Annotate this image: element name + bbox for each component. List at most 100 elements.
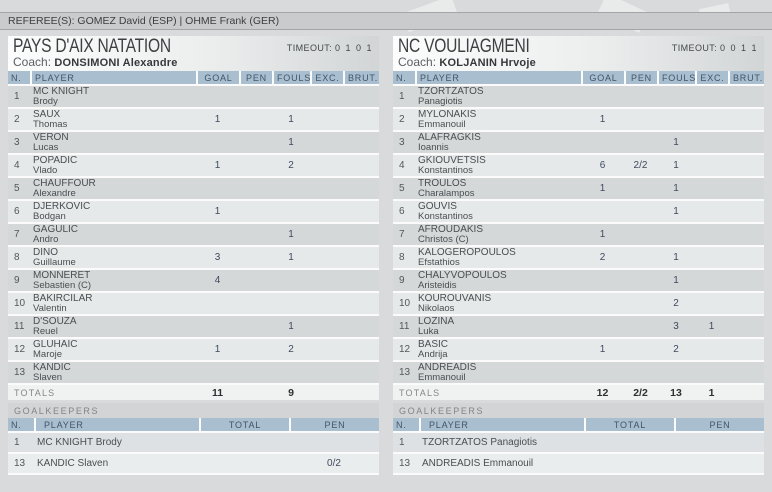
col-gk-pen: PEN	[674, 418, 764, 433]
player-row: 8 DINO Guillaume 3 1	[8, 247, 379, 270]
totals-label: TOTALS	[393, 385, 581, 400]
player-row: 3 ALAFRAGKIS Ioannis 1	[393, 132, 764, 155]
exc-cell	[310, 155, 343, 178]
goal-cell	[196, 224, 239, 247]
brut-cell	[343, 270, 379, 293]
player-name: CHAUFFOUR Alexandre	[30, 178, 196, 201]
fouls-cell: 1	[657, 270, 695, 293]
brut-cell	[343, 132, 379, 155]
player-number: 13	[393, 362, 415, 385]
totals-row-home: TOTALS 11 9	[8, 385, 379, 400]
gk-pen-cell	[674, 454, 764, 475]
player-lastname: VERON	[33, 132, 69, 143]
player-lastname: GAGULIC	[33, 224, 79, 235]
gk-tbody-1: 1 TZORTZATOS Panagiotis 13 ANDREADIS Emmano…	[393, 433, 764, 475]
goal-cell	[581, 316, 624, 339]
player-row: 6 DJERKOVIC Bodgan 1	[8, 201, 379, 224]
pen-cell	[239, 270, 272, 293]
player-firstname: Thomas	[33, 119, 68, 130]
exc-cell	[310, 270, 343, 293]
goalkeeper-number: 13	[8, 454, 34, 475]
totals-exc: 1	[695, 385, 728, 400]
player-firstname: Bodgan	[33, 211, 66, 222]
totals-brut	[728, 385, 764, 400]
pen-cell	[624, 247, 657, 270]
player-number: 11	[393, 316, 415, 339]
player-name: GAGULIC Andro	[30, 224, 196, 247]
fouls-cell	[272, 270, 310, 293]
goal-cell: 2	[581, 247, 624, 270]
gk-tbody-0: 1 MC KNIGHT Brody 13 KANDIC Slaven 0/2	[8, 433, 379, 475]
player-name: MYLONAKIS Emmanouil	[415, 109, 581, 132]
player-name: LOZINA Luka	[415, 316, 581, 339]
goal-cell	[581, 270, 624, 293]
pen-cell	[624, 270, 657, 293]
player-lastname: TROULOS	[418, 178, 467, 189]
exc-cell	[310, 109, 343, 132]
timeout-values: 0 0 1 1	[719, 43, 758, 53]
goal-cell	[196, 362, 239, 385]
fouls-cell: 1	[657, 201, 695, 224]
player-row: 11 D'SOUZA Reuel 1	[8, 316, 379, 339]
exc-cell	[695, 270, 728, 293]
player-number: 4	[393, 155, 415, 178]
player-firstname: Lucas	[33, 142, 59, 153]
player-lastname: TZORTZATOS	[418, 86, 484, 97]
player-row: 7 GAGULIC Andro 1	[8, 224, 379, 247]
fouls-cell	[657, 86, 695, 109]
player-lastname: MYLONAKIS	[418, 109, 477, 120]
player-name: BASIC Andrija	[415, 339, 581, 362]
player-firstname: Andrija	[418, 349, 448, 360]
brut-cell	[343, 247, 379, 270]
player-firstname: Emmanouil	[418, 372, 466, 383]
player-lastname: SAUX	[33, 109, 61, 120]
player-number: 2	[393, 109, 415, 132]
col-player: PLAYER	[415, 71, 581, 86]
gk-pen-cell: 0/2	[289, 454, 379, 475]
player-name: GOUVIS Konstantinos	[415, 201, 581, 224]
totals-row-away: TOTALS 12 2/2 13 1	[393, 385, 764, 400]
player-lastname: AFROUDAKIS	[418, 224, 484, 235]
goalkeeper-number: 1	[8, 433, 34, 454]
fouls-cell	[272, 86, 310, 109]
player-number: 9	[8, 270, 30, 293]
fouls-cell	[657, 362, 695, 385]
player-number: 5	[393, 178, 415, 201]
goal-cell: 1	[196, 155, 239, 178]
referee-text: REFEREE(S): GOMEZ David (ESP) | OHME Fra…	[8, 15, 280, 27]
goal-cell	[581, 293, 624, 316]
brut-cell	[728, 132, 764, 155]
player-lastname: MONNERET	[33, 270, 91, 281]
fouls-cell	[272, 178, 310, 201]
roster-table-away: N. PLAYER GOAL PEN FOULS EXC. BRUT. 1 TZO…	[393, 71, 764, 400]
player-lastname: KOUROUVANIS	[418, 293, 492, 304]
pen-cell	[239, 224, 272, 247]
brut-cell	[728, 247, 764, 270]
fouls-cell: 2	[657, 293, 695, 316]
player-firstname: Emmanouil	[418, 119, 466, 130]
coach-label: Coach:	[398, 55, 437, 69]
timeout-label: TIMEOUT:	[286, 43, 333, 53]
team-name-away: NC VOULIAGMENI	[398, 36, 530, 57]
pen-cell	[624, 86, 657, 109]
timeout-values: 0 1 0 1	[334, 43, 373, 53]
goal-cell: 1	[196, 339, 239, 362]
player-lastname: LOZINA	[418, 316, 455, 327]
col-exc: EXC.	[695, 71, 728, 86]
pen-cell	[624, 132, 657, 155]
fouls-cell: 2	[272, 339, 310, 362]
players-tbody-0: 1 MC KNIGHT Brody 2 SAUX Thomas 1 1 3 VERON Lucas 1…	[8, 86, 379, 385]
player-lastname: DJERKOVIC	[33, 201, 91, 212]
player-row: 5 CHAUFFOUR Alexandre	[8, 178, 379, 201]
exc-cell	[695, 132, 728, 155]
roster-header: N. PLAYER GOAL PEN FOULS EXC. BRUT.	[393, 71, 764, 86]
players-tbody-1: 1 TZORTZATOS Panagiotis 2 MYLONAKIS Emmanouil…	[393, 86, 764, 385]
brut-cell	[343, 316, 379, 339]
player-row: 12 BASIC Andrija 1 2	[393, 339, 764, 362]
brut-cell	[728, 293, 764, 316]
player-row: 1 MC KNIGHT Brody	[8, 86, 379, 109]
goal-cell	[581, 201, 624, 224]
pen-cell	[239, 155, 272, 178]
brut-cell	[343, 362, 379, 385]
player-lastname: BAKIRCILAR	[33, 293, 93, 304]
